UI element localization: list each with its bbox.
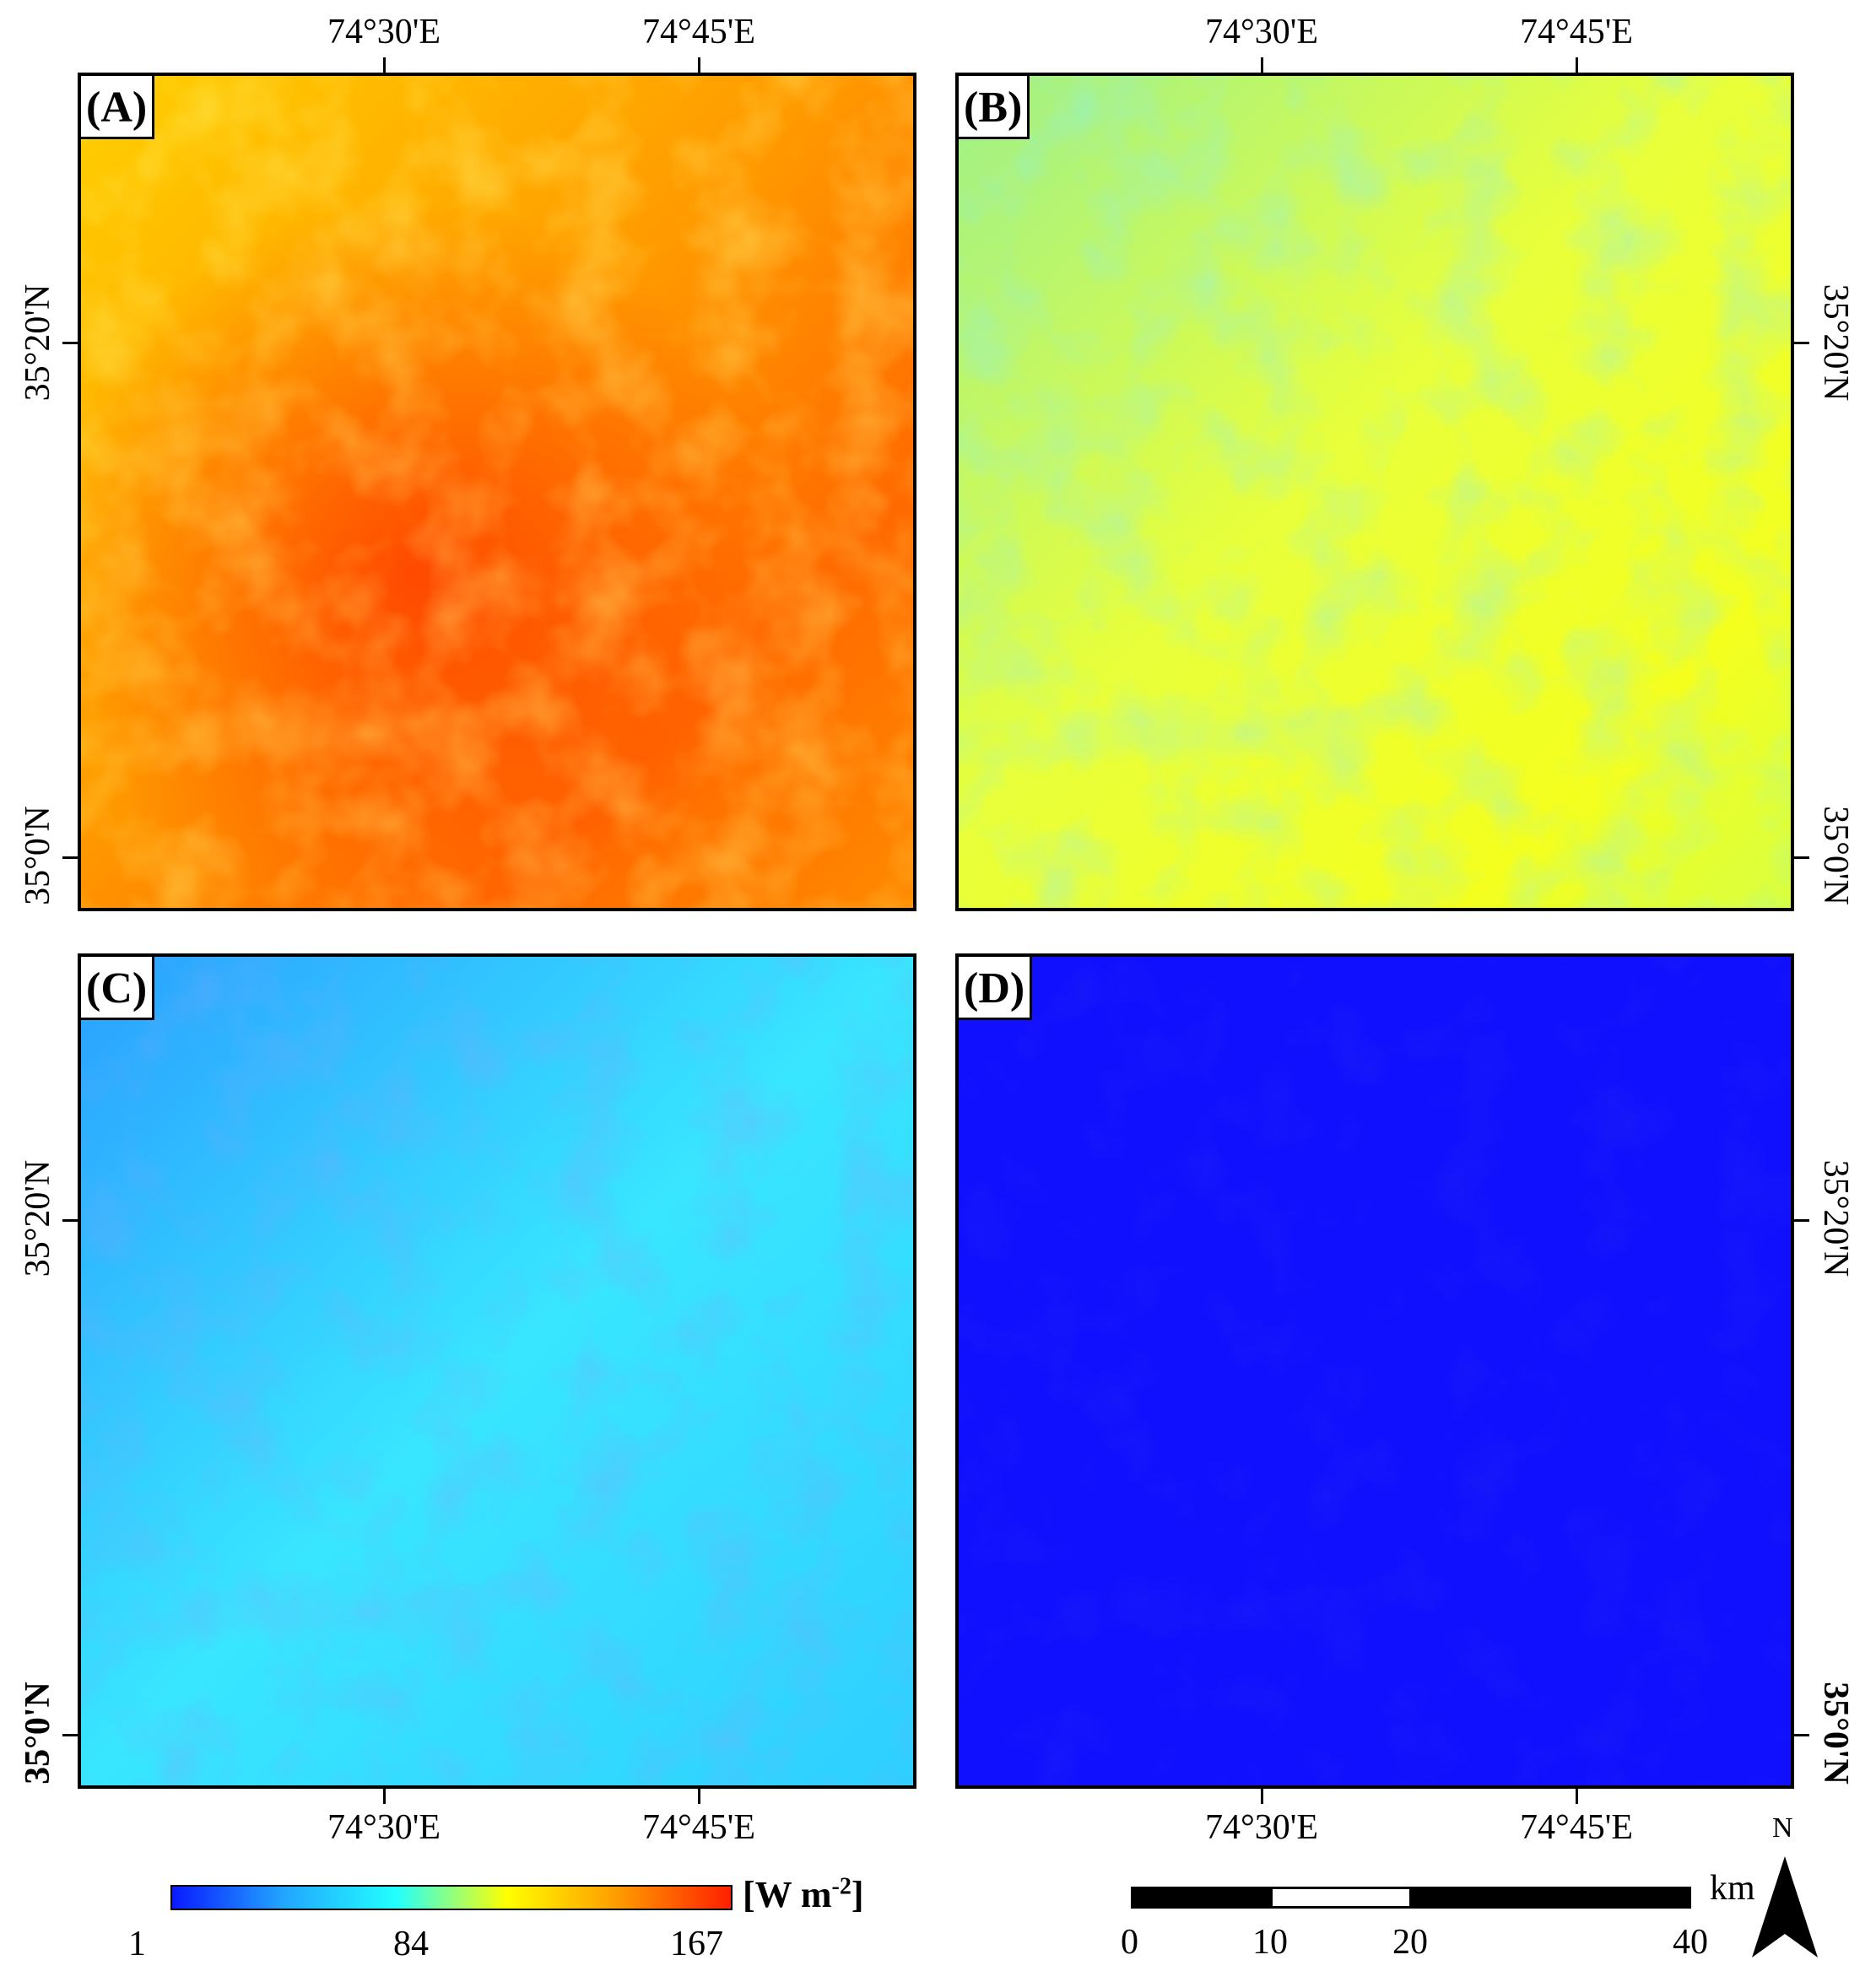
colorbar-unit-exponent: -2: [831, 1873, 851, 1900]
tick-left-c-2: [62, 1734, 78, 1736]
colorbar-max-label: 167: [670, 1925, 723, 1963]
tick-right-b-2: [1794, 856, 1809, 859]
panel-d-map: (D): [955, 953, 1794, 1789]
north-arrow-icon: [1752, 1856, 1818, 1958]
panel-a-map: (A): [78, 73, 916, 911]
lon-label-top-b-2: 74°45'E: [1519, 13, 1634, 51]
lat-label-left-a-1: 35°20'N: [19, 284, 57, 402]
panel-c-map: (C): [78, 953, 916, 1789]
colorbar: [170, 1885, 733, 1910]
scalebar-unit: km: [1710, 1869, 1755, 1908]
scalebar-segment-10-20: [1270, 1887, 1412, 1909]
colorbar-unit: [W m-2]: [743, 1873, 864, 1916]
lon-label-bottom-d-1: 74°30'E: [1204, 1808, 1319, 1847]
lat-label-left-c-1: 35°20'N: [19, 1159, 57, 1277]
tick-left-c-1: [62, 1219, 78, 1222]
lon-label-top-b-1: 74°30'E: [1204, 13, 1319, 51]
north-arrow-label: N: [1772, 1812, 1793, 1844]
tick-top-a-2: [698, 57, 700, 73]
tick-right-b-1: [1794, 342, 1809, 344]
scalebar-label-20: 20: [1392, 1923, 1428, 1962]
lon-label-bottom-c-1: 74°30'E: [327, 1808, 441, 1847]
lon-label-bottom-d-2: 74°45'E: [1519, 1808, 1634, 1847]
colorbar-unit-close: ]: [851, 1874, 864, 1915]
lat-label-right-d-2: 35°0'N: [1816, 1682, 1855, 1785]
tick-right-d-1: [1794, 1219, 1809, 1222]
tick-top-b-1: [1261, 57, 1263, 73]
lat-label-right-b-2: 35°0'N: [1816, 806, 1855, 905]
tick-bottom-d-1: [1261, 1789, 1263, 1804]
panel-d-label: (D): [959, 957, 1033, 1020]
lon-label-top-a-2: 74°45'E: [641, 13, 756, 51]
scalebar-segment-20-40: [1409, 1887, 1691, 1909]
tick-top-b-2: [1576, 57, 1578, 73]
colorbar-min-label: 1: [128, 1925, 146, 1963]
colorbar-mid-label: 84: [393, 1925, 429, 1963]
panel-c-label: (C): [81, 957, 155, 1020]
scalebar-label-10: 10: [1252, 1923, 1288, 1962]
lat-label-left-c-2: 35°0'N: [19, 1682, 57, 1785]
panel-a-label: (A): [81, 76, 155, 139]
lon-label-bottom-c-2: 74°45'E: [641, 1808, 756, 1847]
tick-bottom-d-2: [1576, 1789, 1578, 1804]
scalebar-segment-0-10: [1131, 1887, 1273, 1909]
panel-b-label: (B): [959, 76, 1030, 139]
colorbar-unit-base: [W m: [743, 1874, 832, 1915]
tick-bottom-c-1: [383, 1789, 386, 1804]
tick-right-d-2: [1794, 1734, 1809, 1736]
panel-b-map: (B): [955, 73, 1794, 911]
tick-bottom-c-2: [698, 1789, 700, 1804]
tick-left-a-2: [62, 856, 78, 859]
scalebar-label-0: 0: [1121, 1923, 1138, 1962]
lat-label-right-b-1: 35°20'N: [1816, 284, 1855, 402]
lon-label-top-a-1: 74°30'E: [327, 13, 441, 51]
lat-label-left-a-2: 35°0'N: [19, 806, 57, 905]
lat-label-right-d-1: 35°20'N: [1816, 1159, 1855, 1277]
tick-left-a-1: [62, 342, 78, 344]
tick-top-a-1: [383, 57, 386, 73]
scalebar-label-40: 40: [1673, 1923, 1708, 1962]
